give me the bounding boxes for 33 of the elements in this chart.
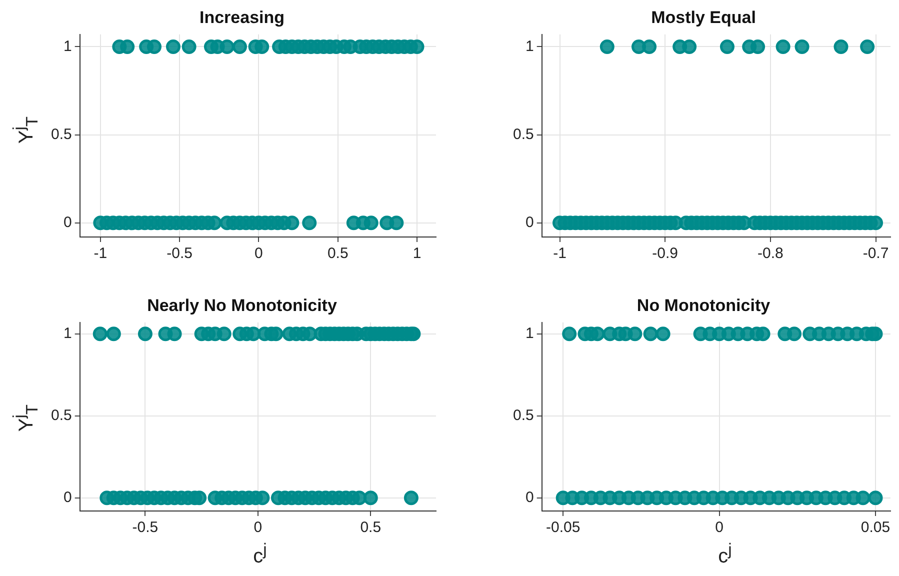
y-tick-label: 0.5 — [512, 126, 534, 143]
x-tick-label: -0.5 — [166, 245, 193, 262]
x-tick-label: -0.5 — [132, 519, 158, 536]
y-tick-label: 0 — [526, 489, 534, 506]
chart-title: Mostly Equal — [651, 8, 756, 27]
y-tick-label: 0.5 — [50, 126, 72, 143]
y-tick-label: 1 — [526, 325, 534, 342]
x-tick-label: 0.5 — [327, 245, 348, 262]
x-tick-label: 0.05 — [860, 519, 890, 536]
y-tick-label: 0 — [64, 214, 72, 232]
y-tick-label: 1 — [526, 38, 534, 55]
x-tick-label: 1 — [412, 245, 422, 262]
x-tick-label: 0 — [715, 519, 724, 536]
chart-title: Nearly No Monotonicity — [147, 296, 338, 315]
x-tick-label: -0.8 — [757, 245, 784, 262]
x-tick-label: 0 — [254, 245, 263, 262]
y-tick-label: 0.5 — [512, 407, 534, 424]
chart-title: Increasing — [199, 8, 285, 27]
x-tick-label: -0.05 — [546, 519, 580, 536]
y-tick-label: 0 — [526, 214, 534, 232]
x-axis-title: c$^{j}$ — [718, 540, 732, 569]
x-tick-label: -0.7 — [862, 245, 889, 262]
x-tick-label: -0.9 — [652, 245, 678, 262]
chart-title: No Monotonicity — [636, 296, 771, 315]
x-axis-title: c$^{j}$ — [253, 540, 267, 569]
y-tick-label: 1 — [64, 38, 72, 55]
x-tick-label: 0 — [254, 519, 262, 536]
x-tick-label: 0.5 — [360, 519, 382, 536]
y-tick-label: 0 — [64, 489, 72, 506]
y-tick-label: 1 — [64, 325, 72, 342]
x-tick-label: -1 — [553, 245, 566, 262]
y-tick-label: 0.5 — [50, 407, 72, 424]
x-tick-label: -1 — [94, 245, 108, 262]
